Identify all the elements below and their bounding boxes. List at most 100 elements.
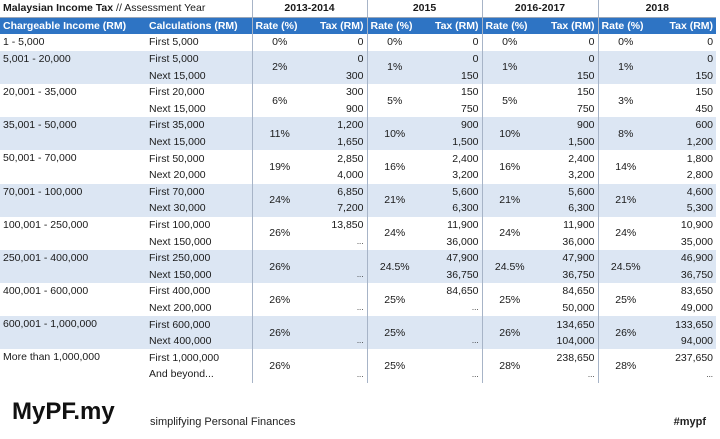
tax-amount: 13,850 bbox=[307, 216, 367, 234]
tax-amount: ... bbox=[422, 299, 483, 317]
tax-amount bbox=[307, 349, 367, 367]
tax-rate: 26% bbox=[597, 316, 654, 350]
income-tax-table: Malaysian Income Tax // Assessment Year … bbox=[0, 0, 717, 383]
year-2016-2017: 2016-2017 bbox=[481, 0, 599, 18]
tax-rate: 24.5% bbox=[597, 249, 654, 284]
calculation: Next 150,000 bbox=[146, 266, 252, 284]
tax-amount: 900 bbox=[422, 117, 483, 134]
tax-amount: 1,200 bbox=[307, 117, 367, 134]
tax-rate: 0% bbox=[251, 34, 307, 51]
calculation: Next 15,000 bbox=[146, 133, 252, 151]
tax-amount: 2,850 bbox=[307, 150, 367, 167]
tax-amount: 104,000 bbox=[537, 332, 599, 350]
tax-amount: 0 bbox=[653, 50, 717, 68]
tax-rate: 26% bbox=[251, 349, 307, 383]
tax-amount: 134,650 bbox=[537, 316, 599, 333]
tax-rate: 5% bbox=[481, 83, 538, 118]
tax-amount: 0 bbox=[537, 50, 599, 68]
tax-amount: 11,900 bbox=[537, 216, 599, 234]
col-tax: Tax (RM) bbox=[307, 17, 367, 35]
tax-amount: 49,000 bbox=[653, 299, 717, 317]
tax-amount: 2,800 bbox=[653, 166, 717, 184]
tax-rate: 16% bbox=[481, 150, 538, 184]
tagline: simplifying Personal Finances bbox=[150, 416, 296, 428]
tax-rate: 1% bbox=[597, 50, 654, 84]
tax-amount: ... bbox=[307, 332, 367, 350]
tax-amount: 238,650 bbox=[537, 349, 599, 367]
calculation: And beyond... bbox=[146, 366, 252, 383]
tax-rate: 24% bbox=[251, 183, 307, 217]
table-body: 1 - 5,000 First 5,000 0% 0 0% 0 0% 0 0% 0 5,001 - … bbox=[0, 34, 717, 383]
tax-rate: 24% bbox=[597, 216, 654, 250]
tax-amount: 5,300 bbox=[653, 200, 717, 217]
calculation: Next 150,000 bbox=[146, 233, 252, 250]
tax-amount: 36,750 bbox=[422, 266, 483, 284]
tax-amount bbox=[307, 316, 367, 333]
tax-amount: 83,650 bbox=[653, 283, 717, 300]
income-range: 100,001 - 250,000 bbox=[0, 216, 146, 250]
tax-rate: 24% bbox=[481, 216, 538, 250]
tax-amount: 5,600 bbox=[537, 183, 599, 201]
tax-amount: 36,000 bbox=[537, 233, 599, 250]
tax-amount bbox=[422, 349, 483, 367]
income-range: 5,001 - 20,000 bbox=[0, 50, 146, 84]
table-row: More than 1,000,000 First 1,000,000 26% 25%… bbox=[0, 349, 717, 383]
tax-amount: 0 bbox=[307, 34, 367, 51]
assessment-year-label: // Assessment Year bbox=[116, 2, 206, 15]
tax-amount: 6,300 bbox=[537, 200, 599, 217]
tax-amount: 47,900 bbox=[537, 249, 599, 267]
table-row: 250,001 - 400,000 First 250,000 26% 24.5% 47… bbox=[0, 249, 717, 284]
calculation: Next 30,000 bbox=[146, 200, 252, 217]
table-row: 400,001 - 600,000 First 400,000 26% 25% 84,6… bbox=[0, 283, 717, 317]
tax-rate: 16% bbox=[366, 150, 422, 184]
tax-amount: 47,900 bbox=[422, 249, 483, 267]
tax-amount: 150 bbox=[537, 83, 599, 101]
tax-rate: 25% bbox=[366, 349, 422, 383]
col-rate: Rate (%) bbox=[366, 17, 422, 35]
tax-rate: 0% bbox=[366, 34, 422, 51]
col-rate: Rate (%) bbox=[251, 17, 307, 35]
income-range: More than 1,000,000 bbox=[0, 349, 146, 383]
col-rate: Rate (%) bbox=[481, 17, 538, 35]
tax-amount: 11,900 bbox=[422, 216, 483, 234]
tax-amount: 0 bbox=[307, 50, 367, 68]
calculation: First 70,000 bbox=[146, 183, 252, 201]
tax-amount: 150 bbox=[653, 67, 717, 84]
tax-amount: 300 bbox=[307, 83, 367, 101]
tax-rate: 26% bbox=[251, 283, 307, 317]
tax-amount: 5,600 bbox=[422, 183, 483, 201]
tax-amount: ... bbox=[537, 366, 599, 383]
tax-amount: 150 bbox=[653, 83, 717, 101]
table-row: Next 400,000...... 104,000 94,000 bbox=[0, 332, 717, 350]
income-range: 400,001 - 600,000 bbox=[0, 283, 146, 317]
tax-amount: 36,750 bbox=[537, 266, 599, 284]
tax-amount: 4,600 bbox=[653, 183, 717, 201]
table-row: Next 150,000... 36,000 36,000 35,000 bbox=[0, 233, 717, 250]
table-row: 5,001 - 20,000 First 5,000 2% 0 1% 0 1% 0 1% 0 bbox=[0, 50, 717, 84]
tax-amount: 36,750 bbox=[653, 266, 717, 284]
tax-amount: 0 bbox=[653, 34, 717, 51]
tax-amount: ... bbox=[422, 366, 483, 383]
tax-amount: 0 bbox=[422, 34, 483, 51]
tax-amount: 150 bbox=[422, 83, 483, 101]
tax-rate: 25% bbox=[597, 283, 654, 317]
tax-amount: 6,300 bbox=[422, 200, 483, 217]
table-row: Next 20,000 4,000 3,200 3,200 2,800 bbox=[0, 166, 717, 184]
table-row: Next 30,000 7,200 6,300 6,300 5,300 bbox=[0, 200, 717, 217]
tax-rate: 14% bbox=[597, 150, 654, 184]
calculation: Next 20,000 bbox=[146, 166, 252, 184]
table-row: Next 15,000 300 150 150 150 bbox=[0, 67, 717, 84]
tax-amount: 94,000 bbox=[653, 332, 717, 350]
tax-amount: 450 bbox=[653, 100, 717, 118]
tax-amount: 1,200 bbox=[653, 133, 717, 151]
tax-amount: 150 bbox=[537, 67, 599, 84]
tax-amount: ... bbox=[422, 332, 483, 350]
tax-rate: 0% bbox=[597, 34, 654, 51]
tax-rate: 25% bbox=[366, 316, 422, 350]
table-row: Next 15,000 1,650 1,500 1,500 1,200 bbox=[0, 133, 717, 151]
table-row: Next 15,000 900 750 750 450 bbox=[0, 100, 717, 118]
tax-amount: 84,650 bbox=[537, 283, 599, 300]
table-title: Malaysian Income Tax // Assessment Year bbox=[0, 0, 252, 18]
tax-amount: 3,200 bbox=[537, 166, 599, 184]
tax-rate: 24.5% bbox=[366, 249, 422, 284]
